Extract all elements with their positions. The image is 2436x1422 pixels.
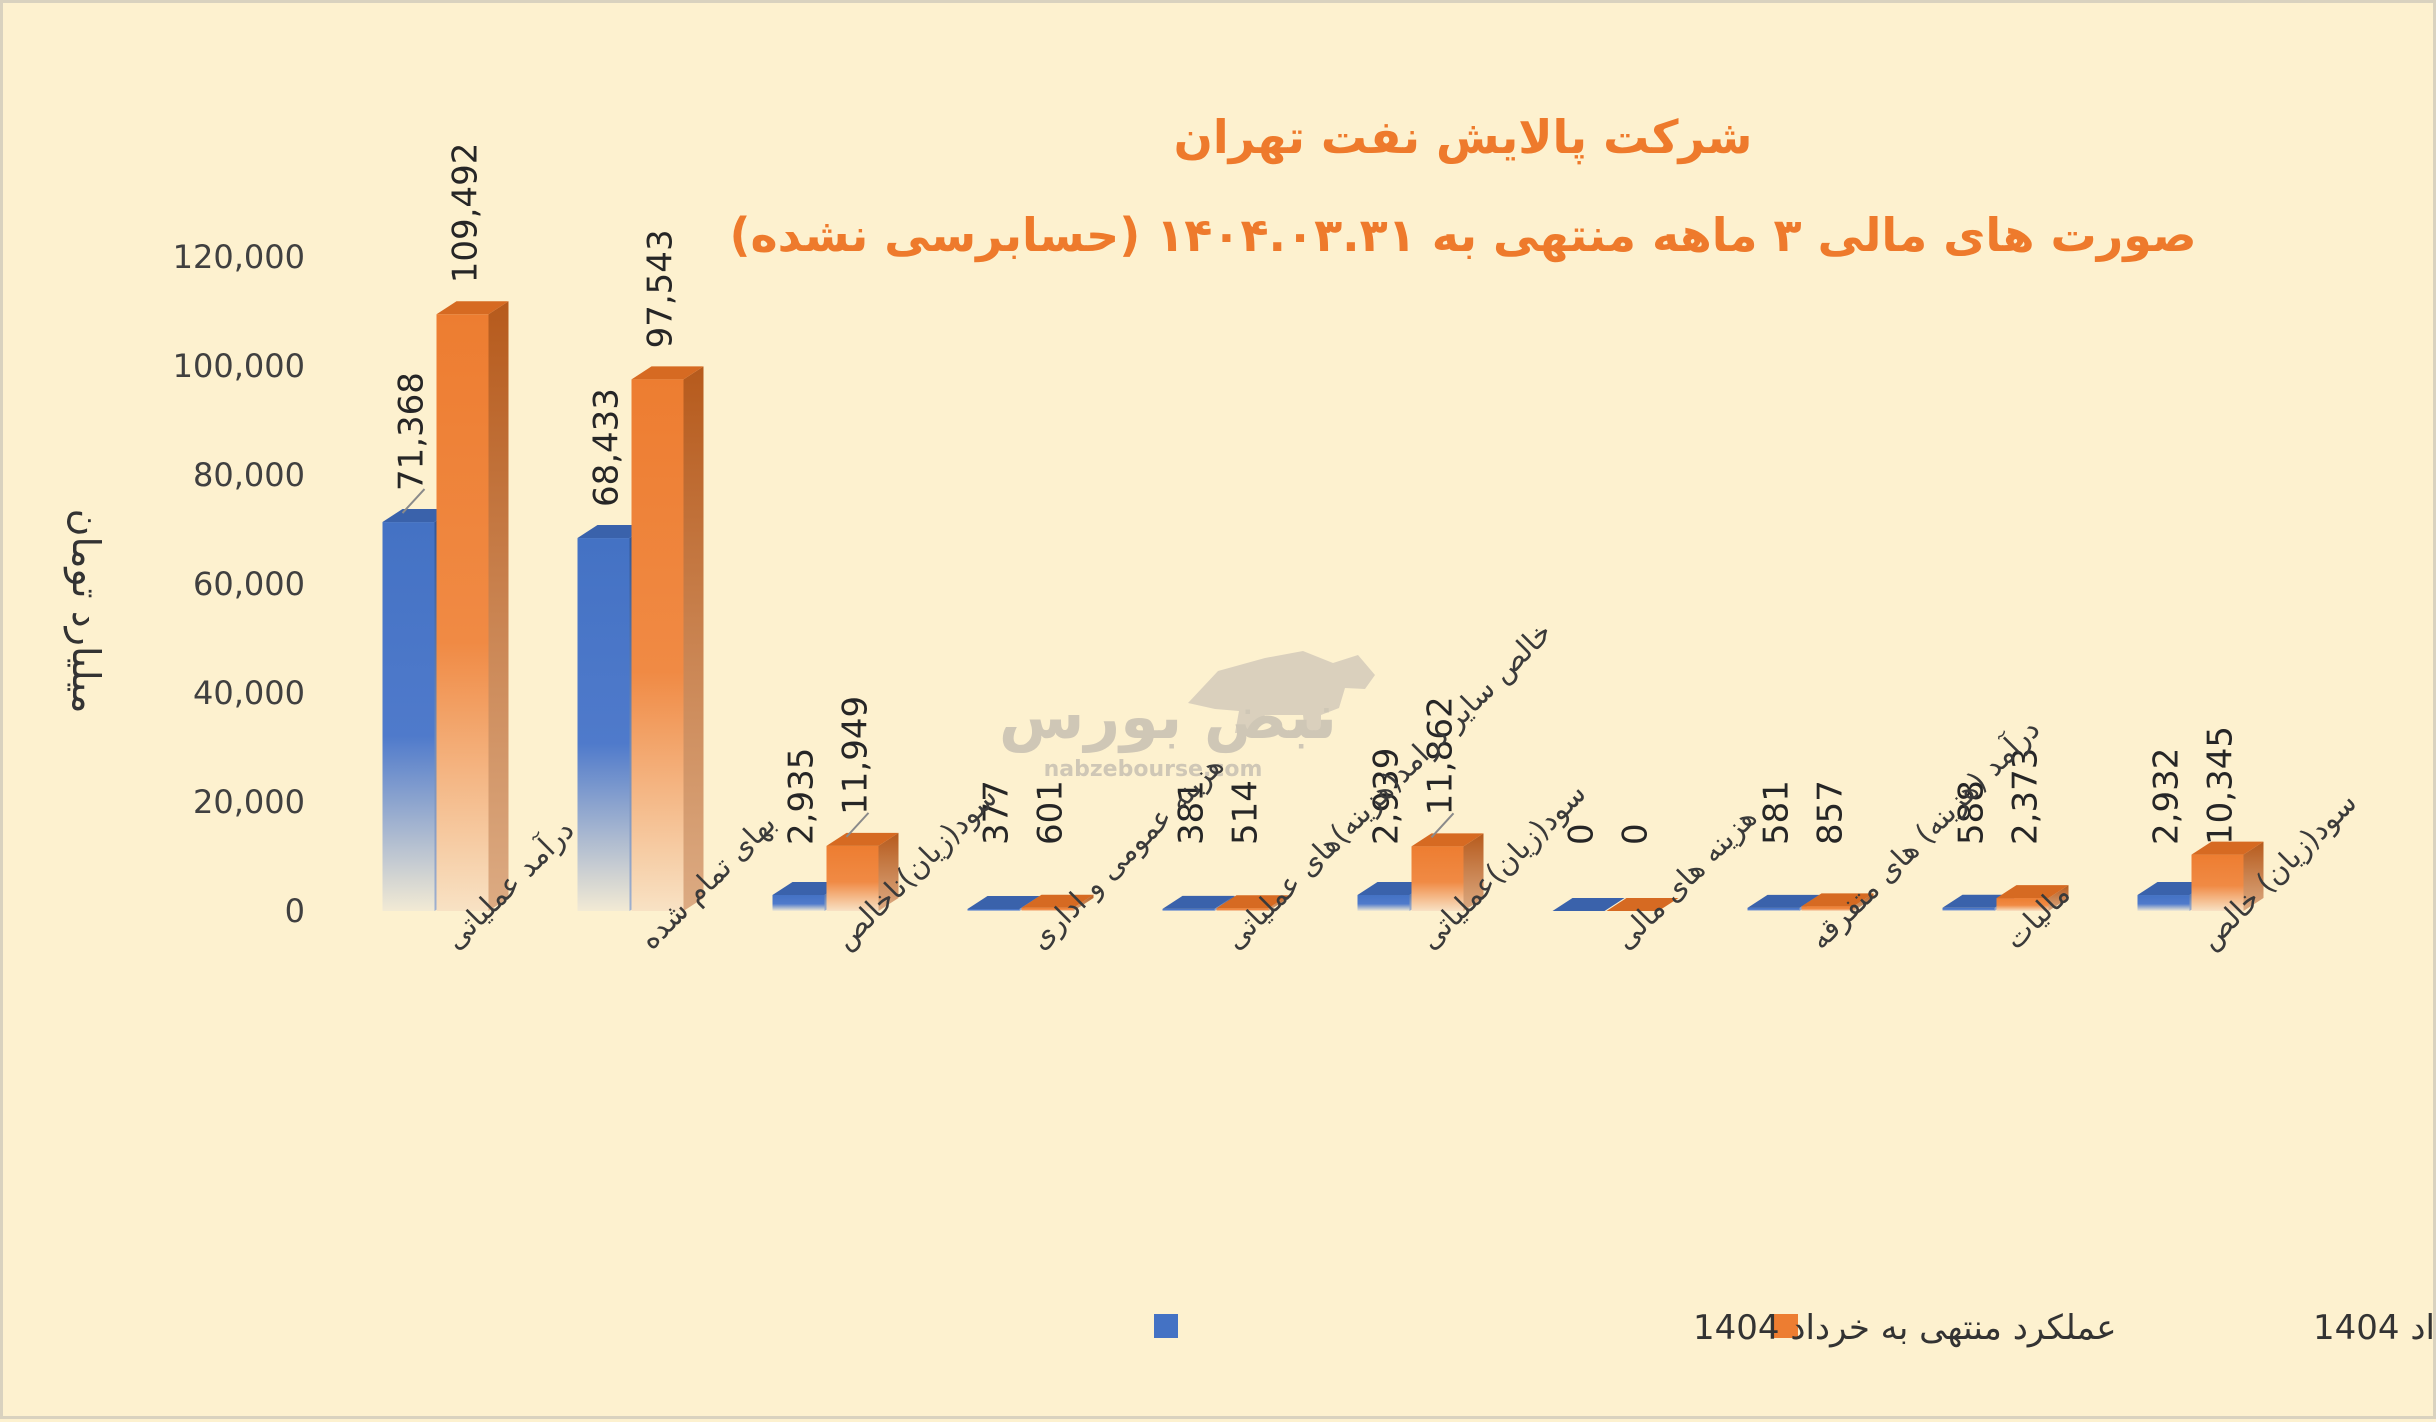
bar-front [1801,906,1854,911]
data-label: 381 [1172,780,1212,845]
bar-front [2137,895,2190,911]
bar-front [1216,908,1269,911]
bar-series-2-7 [1801,893,1874,911]
bar-series-2-4 [1216,895,1289,911]
bar-front [967,908,1020,911]
data-label: 581 [1757,780,1797,845]
bar-top [631,366,704,380]
bar-series-2-6 [1606,898,1679,911]
data-label: 11,862 [1421,696,1461,815]
bar-front [1021,907,1074,911]
bar-side [878,832,899,911]
bar-front [382,522,435,911]
data-label: 68,433 [587,388,627,507]
bar-top [436,301,509,315]
bar-side [488,301,509,912]
bar-front [1162,908,1215,911]
bar-top [1801,893,1874,907]
legend-label-series-2: عملکرد منتهی به خرداد 1404 [2313,1308,2436,1348]
watermark-brand: نبض بورس [999,680,1337,754]
bar-series-2-1 [631,366,704,912]
bar-front [631,379,684,912]
bar-front [1942,907,1995,911]
bar-top [1606,898,1679,911]
chart-canvas: شرکت پالایش نفت تهران صورت های مالی ۳ ما… [63,110,2436,1348]
bar-side [2243,841,2264,911]
y-tick-label: 80,000 [193,456,305,494]
bar-side [2048,885,2069,911]
data-label: 0 [1616,823,1656,845]
y-tick-label: 20,000 [193,783,305,821]
bar-side [1073,894,1094,911]
bar-top [1552,898,1625,911]
bar-top [2191,841,2264,855]
y-tick-label: 120,000 [173,238,305,276]
bar-top [967,895,1040,909]
legend-swatch-series-1 [1154,1314,1178,1338]
bar-side [1463,833,1484,911]
data-label: 11,949 [836,696,876,815]
bar-front [436,314,489,912]
y-tick-label: 40,000 [193,674,305,712]
watermark-site: nabzebourse.com [1044,757,1263,782]
bar-series-2-5 [1411,833,1484,911]
bar-side [683,366,704,912]
data-label: 2,932 [2147,748,2187,845]
bar-top [1996,885,2069,899]
watermark: نبض بورس nabzebourse.com [999,651,1375,782]
y-tick-label: 100,000 [173,347,305,385]
data-label: 514 [1226,780,1266,845]
bar-front [1747,907,1800,911]
bar-series-1-6 [1552,898,1625,911]
label-leader-line [1430,812,1455,839]
data-label: 377 [977,780,1017,845]
bar-front [1357,894,1410,911]
data-label: 97,543 [641,229,681,348]
bar-front [1996,898,2049,911]
legend: عملکرد منتهی به خرداد 1404 عملکرد منتهی … [1154,1308,2436,1348]
label-leader-line [845,812,870,838]
bar-front [772,895,825,911]
data-label: 857 [1811,780,1851,845]
data-label: 601 [1031,780,1071,845]
data-label: 2,939 [1367,748,1407,845]
bar-top [826,832,899,846]
data-label: 2,935 [782,748,822,845]
bar-top [1021,894,1094,908]
bar-front [826,845,879,911]
chart-title: شرکت پالایش نفت تهران [1174,110,1753,165]
bar-series-2-3 [1021,894,1094,911]
bar-series-2-8 [1996,885,2069,911]
bar-front [2191,854,2244,911]
data-label: 109,492 [446,143,486,284]
y-axis-ticks: 0 20,000 40,000 60,000 80,000 100,000 120,000 [173,238,305,930]
y-tick-label: 60,000 [193,565,305,603]
y-axis-label: میلیارد تومان [63,509,108,714]
bar-front [1411,846,1464,911]
bull-icon [1188,651,1375,733]
data-label: 10,345 [2201,726,2241,845]
bar-top [1411,833,1484,847]
bar-series-2-2 [826,832,899,911]
bar-top [1747,894,1820,908]
label-leader-line [401,488,426,514]
data-labels-layer: 71,368 109,492 68,433 97,543 2,935 11,949 377 6… [392,143,2241,845]
data-label: 71,368 [392,372,432,491]
bar-top [1216,895,1289,909]
bar-side [1268,895,1289,911]
data-label: 0 [1562,823,1602,845]
chart-subtitle: صورت های مالی ۳ ماهه منتهی به ۱۴۰۴.۰۳.۳۱… [729,208,2196,262]
bars-layer [382,301,2264,912]
bar-front [577,538,630,911]
y-tick-label: 0 [285,892,305,930]
bar-top [1162,895,1235,909]
bar-series-2-9 [2191,841,2264,911]
data-label: 588 [1952,780,1992,845]
bar-series-2-0 [436,301,509,912]
legend-label-series-1: عملکرد منتهی به خرداد 1404 [1693,1308,2117,1348]
legend-swatch-series-2 [1774,1314,1798,1338]
bar-side [1853,893,1874,911]
data-label: 2,373 [2006,748,2046,845]
